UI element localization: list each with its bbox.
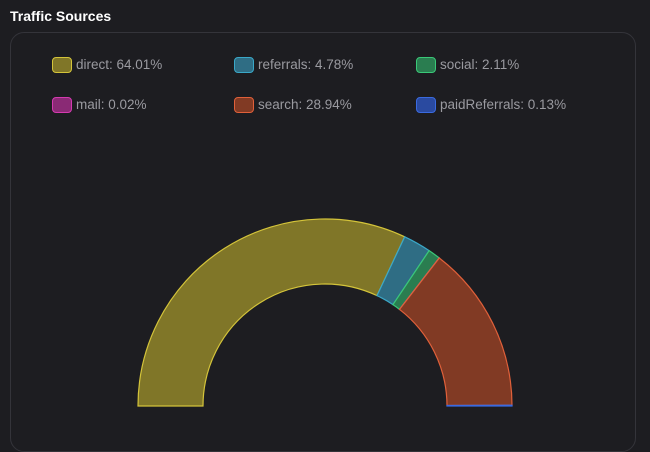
legend-swatch [234,96,254,113]
legend-label: search: 28.94% [258,97,352,112]
legend-swatch [52,96,72,113]
legend-swatch [234,56,254,73]
half-donut-chart [137,218,513,407]
page-title: Traffic Sources [10,8,112,24]
legend-item-social[interactable]: social: 2.11% [416,55,612,74]
legend-label: referrals: 4.78% [258,57,354,72]
legend-item-mail[interactable]: mail: 0.02% [52,95,234,114]
legend-label: direct: 64.01% [76,57,163,72]
legend-label: social: 2.11% [440,57,520,72]
legend-label: paidReferrals: 0.13% [440,97,567,112]
legend-item-referrals[interactable]: referrals: 4.78% [234,55,416,74]
slice-paidReferrals[interactable] [446,404,513,407]
legend-item-paidReferrals[interactable]: paidReferrals: 0.13% [416,95,612,114]
legend-swatch [416,56,436,73]
legend-label: mail: 0.02% [76,97,147,112]
legend-item-search[interactable]: search: 28.94% [234,95,416,114]
legend: direct: 64.01% referrals: 4.78% social: 2.… [52,55,612,114]
legend-swatch [416,96,436,113]
legend-item-direct[interactable]: direct: 64.01% [52,55,234,74]
slice-direct[interactable] [137,218,406,407]
legend-swatch [52,56,72,73]
